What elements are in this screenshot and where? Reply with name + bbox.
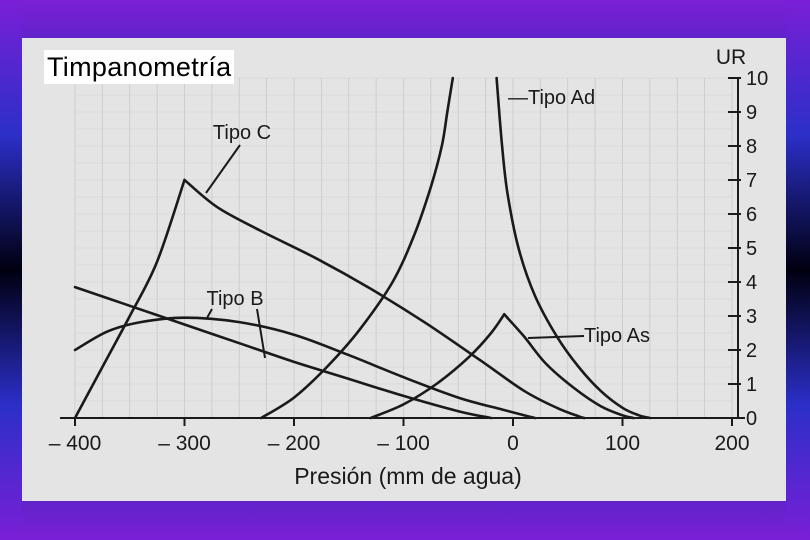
y-tick-label: 8 — [746, 136, 757, 158]
label-tipo-as: Tipo As — [584, 325, 650, 347]
label-tipo-ad: —Tipo Ad — [508, 87, 595, 109]
y-tick-label: 2 — [746, 340, 757, 362]
y-tick-label: 10 — [746, 68, 768, 90]
x-tick-label: – 100 — [377, 432, 430, 455]
x-tick-label: – 400 — [49, 432, 102, 455]
y-tick-label: 3 — [746, 306, 757, 328]
y-axis-label: UR — [716, 46, 746, 69]
y-tick-label: 4 — [746, 272, 757, 294]
x-tick-label: – 200 — [268, 432, 321, 455]
x-tick-label: 200 — [714, 432, 749, 455]
slide-title: Timpanometría — [44, 50, 234, 84]
y-tick-label: 0 — [746, 408, 757, 430]
y-tick-label: 7 — [746, 170, 757, 192]
y-tick-label: 5 — [746, 238, 757, 260]
x-tick-label: 100 — [605, 432, 640, 455]
leader-tipo-as — [528, 336, 584, 338]
leader-tipo-b-1 — [207, 309, 212, 318]
y-tick-label: 9 — [746, 102, 757, 124]
chart-grid — [75, 78, 732, 418]
x-tick-label: – 300 — [158, 432, 211, 455]
x-tick-label: 0 — [507, 432, 519, 455]
series-descendente-curve — [75, 287, 491, 418]
y-tick-label: 6 — [746, 204, 757, 226]
chart-labels: Tipo C Tipo B —Tipo Ad Tipo As — [206, 87, 650, 358]
label-tipo-b: Tipo B — [206, 288, 263, 310]
leader-tipo-c — [206, 145, 240, 193]
x-axis-label: Presión (mm de agua) — [294, 463, 522, 489]
y-tick-label: 1 — [746, 374, 757, 396]
label-tipo-c: Tipo C — [213, 122, 271, 144]
